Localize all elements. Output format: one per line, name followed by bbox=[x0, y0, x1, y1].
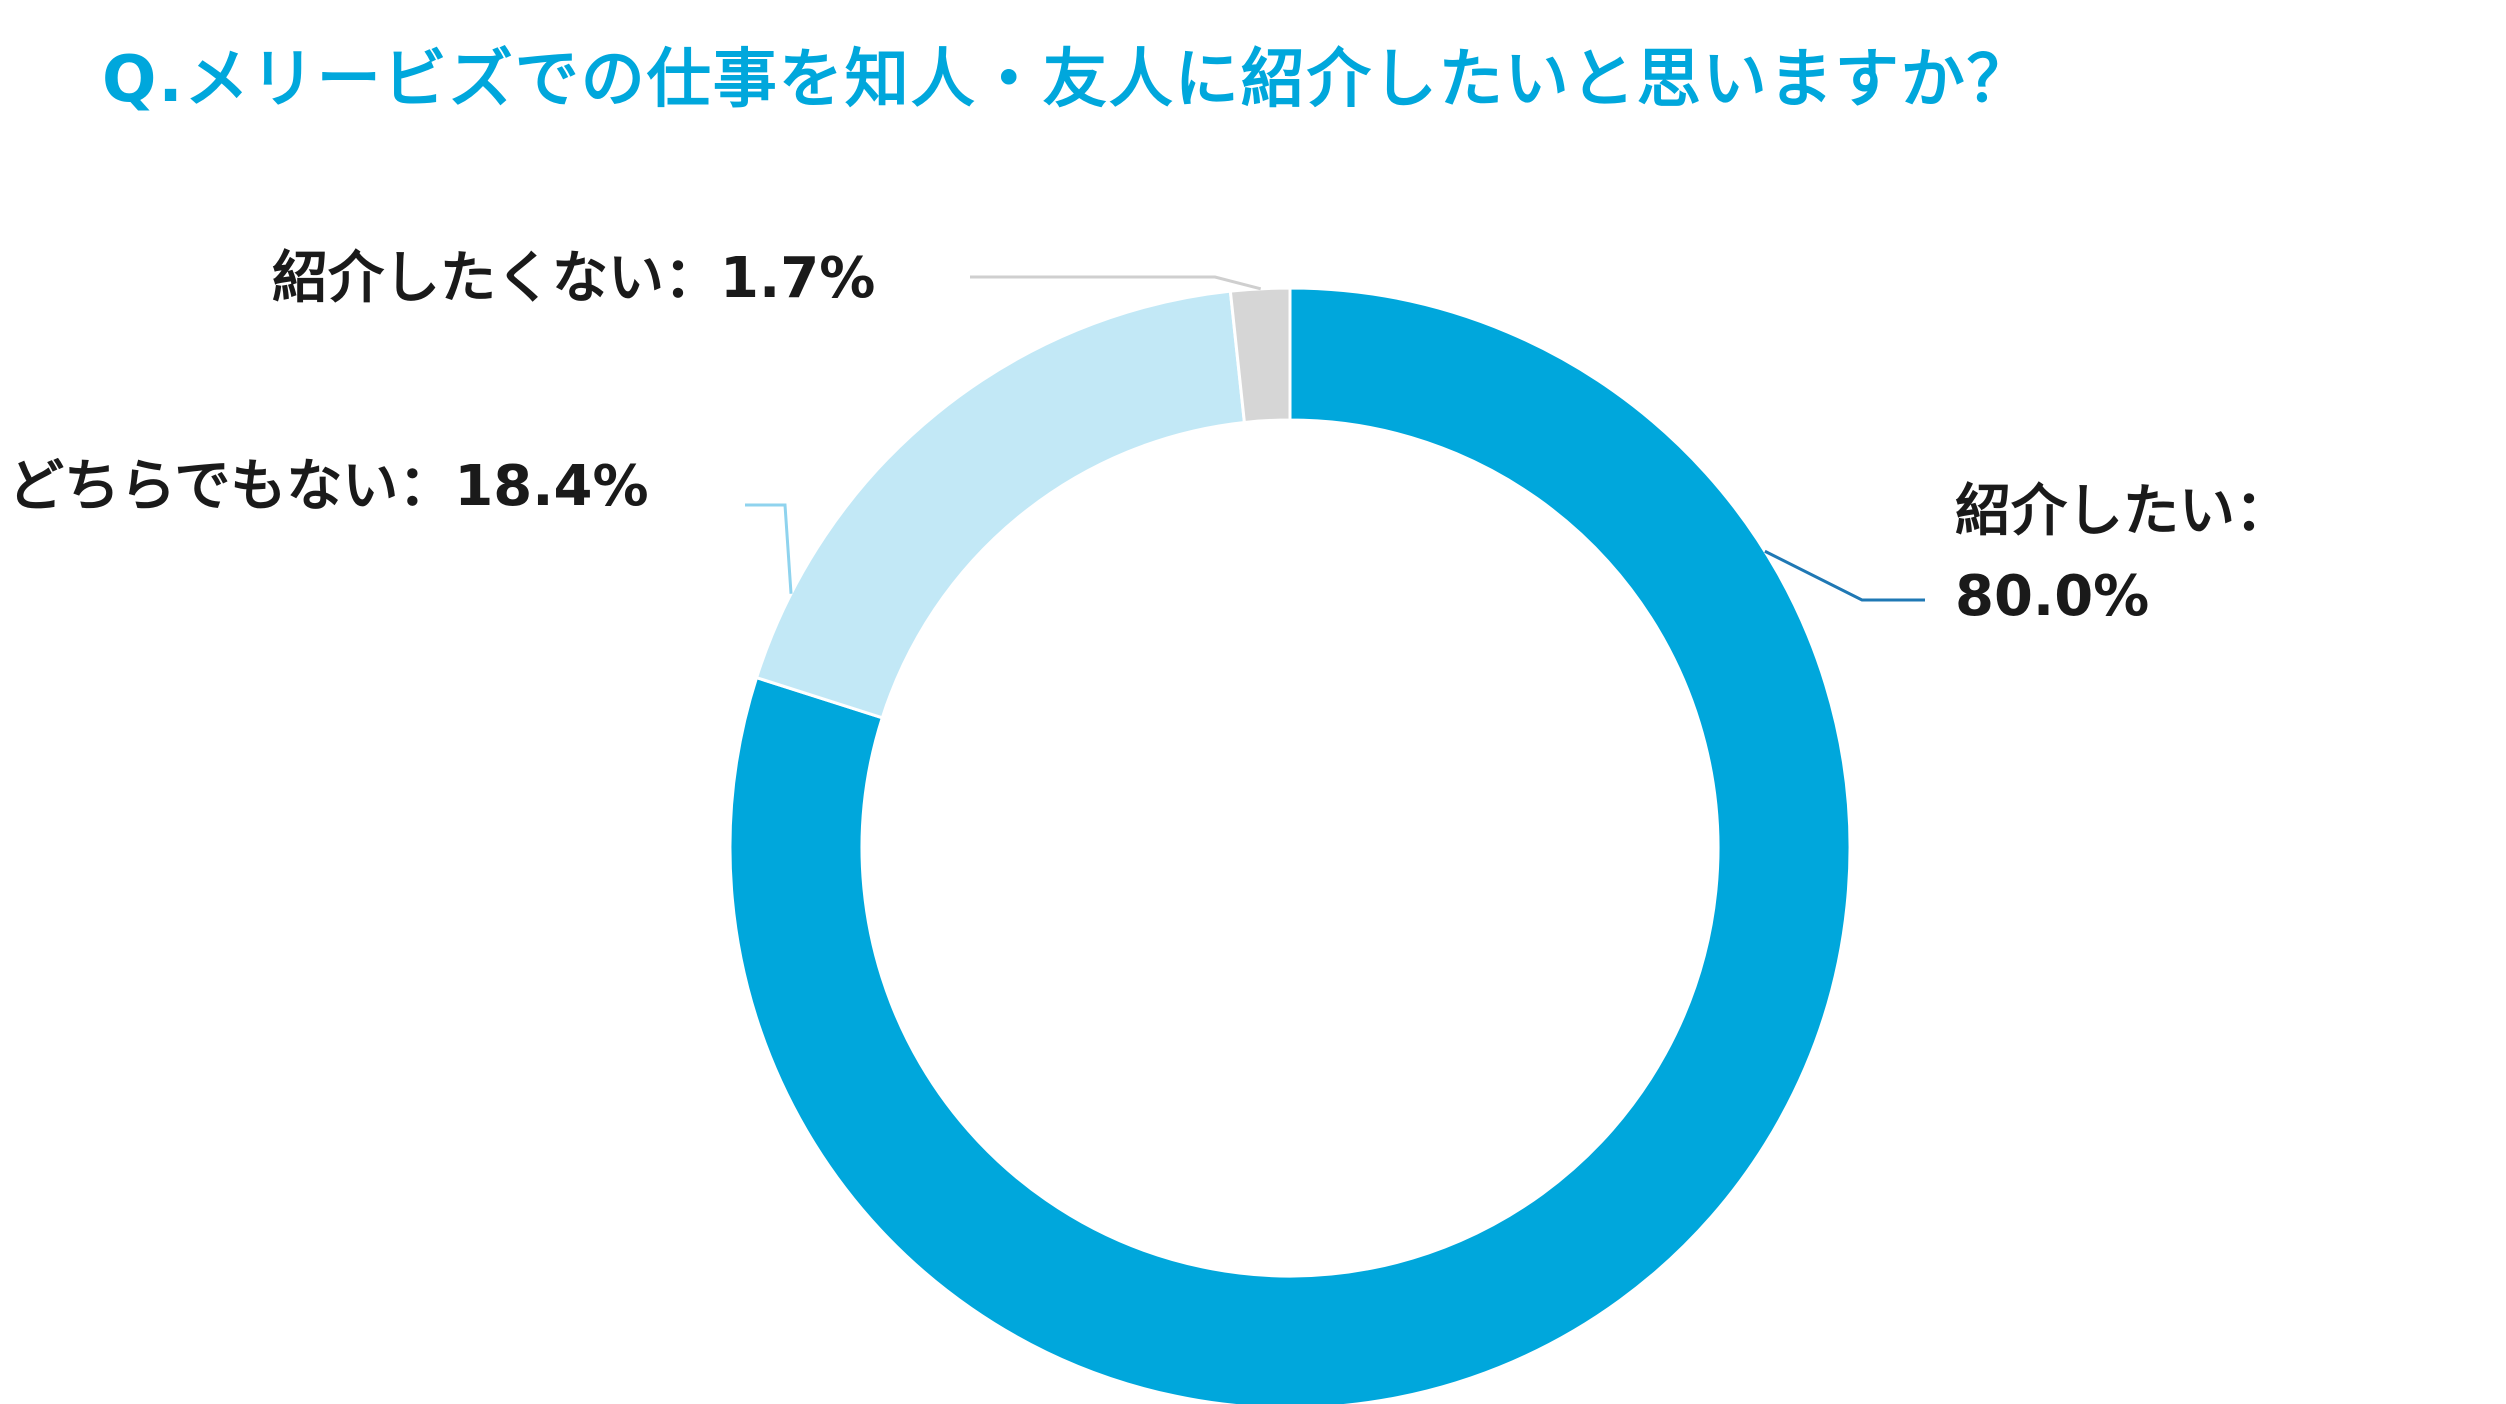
chart-title: Q.メリービズでの仕事を知人・友人に紹介したいと思いますか？ bbox=[102, 43, 2033, 117]
data-label-1: どちらでもない：18.4% bbox=[8, 454, 649, 519]
data-label-2: 紹介したくない：1.7% bbox=[272, 246, 875, 311]
slice-0 bbox=[728, 286, 1852, 1404]
data-label-0-line1: 紹介したい： bbox=[1955, 479, 2291, 544]
leader-line-1 bbox=[745, 503, 793, 594]
donut-slices bbox=[728, 286, 1852, 1404]
leader-lines bbox=[745, 275, 1925, 602]
data-label-0-line2: 80.0% bbox=[1955, 564, 2149, 629]
slice-2 bbox=[1228, 286, 1292, 425]
leader-line-2 bbox=[970, 275, 1262, 291]
slice-1 bbox=[754, 289, 1247, 720]
leader-line-0 bbox=[1764, 549, 1925, 602]
